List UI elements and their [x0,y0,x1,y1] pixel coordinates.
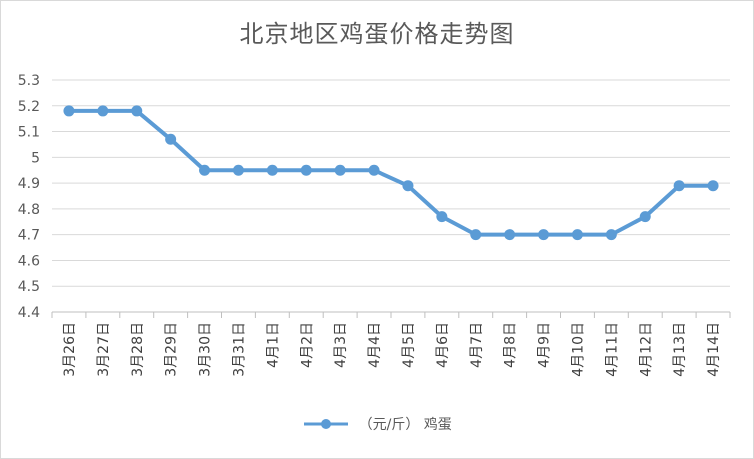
x-tick-label: 3月27日 [96,322,112,377]
data-point [470,229,482,241]
data-point [436,211,448,223]
y-tick-label: 4.4 [18,305,40,321]
data-point [605,229,617,241]
y-tick-label: 4.7 [18,228,40,244]
x-tick-label: 3月28日 [130,322,146,377]
y-tick-label: 5.1 [18,125,40,141]
y-tick-label: 4.8 [18,202,40,218]
legend-line-marker [302,416,350,432]
data-point [97,105,109,117]
grid-layer [52,79,730,313]
x-tick-label: 4月2日 [299,322,315,368]
legend: （元/斤） 鸡蛋 [0,414,754,434]
data-point [266,164,278,176]
data-point [232,164,244,176]
data-point [402,180,414,192]
x-tick-label: 4月3日 [333,322,349,368]
y-tick-label: 5 [31,150,40,166]
x-tick-label: 3月26日 [62,322,78,377]
data-point [334,164,346,176]
data-point [300,164,312,176]
series-line-0 [68,108,714,237]
x-tick-labels: 3月26日 3月27日 3月28日 3月29日 3月30日 3月31日 4月1日 4月2日 4月… [62,322,722,377]
x-tick-label: 4月12日 [638,322,654,377]
data-point [707,180,719,192]
series-layer [63,105,719,241]
x-tick-label: 4月4日 [367,322,383,368]
x-tick-label: 4月1日 [265,322,281,368]
x-tick-label: 3月31日 [231,322,247,377]
x-tick-label: 4月5日 [401,322,417,368]
y-tick-label: 4.5 [18,279,40,295]
x-tick-label: 4月11日 [604,322,620,377]
chart-title: 北京地区鸡蛋价格走势图 [239,20,515,48]
legend-entry-label: （元/斤） 鸡蛋 [358,417,452,433]
y-tick-label: 5.3 [18,73,40,89]
data-point [131,105,143,117]
axis-layer [51,311,731,318]
x-tick-label: 4月9日 [537,322,553,368]
x-tick-label: 4月13日 [672,322,688,377]
x-tick-label: 4月8日 [503,322,519,368]
data-point [639,211,651,223]
data-point [673,180,685,192]
x-tick-label: 4月6日 [435,322,451,368]
data-point [504,229,516,241]
x-tick-label: 4月7日 [469,322,485,368]
data-point [199,164,211,176]
x-tick-label: 4月14日 [706,322,722,377]
y-tick-label: 5.2 [18,99,40,115]
data-point [165,133,177,145]
x-tick-label: 3月29日 [164,322,180,377]
data-point [571,229,583,241]
y-tick-labels: 4.4 4.5 4.6 4.7 4.8 4.9 5 5.1 5.2 5.3 [18,73,40,321]
data-point [63,105,75,117]
x-tick-label: 4月10日 [570,322,586,377]
y-tick-label: 4.9 [18,176,40,192]
data-point [538,229,550,241]
x-tick-label: 3月30日 [198,322,214,377]
y-tick-label: 4.6 [18,253,40,269]
data-point [368,164,380,176]
